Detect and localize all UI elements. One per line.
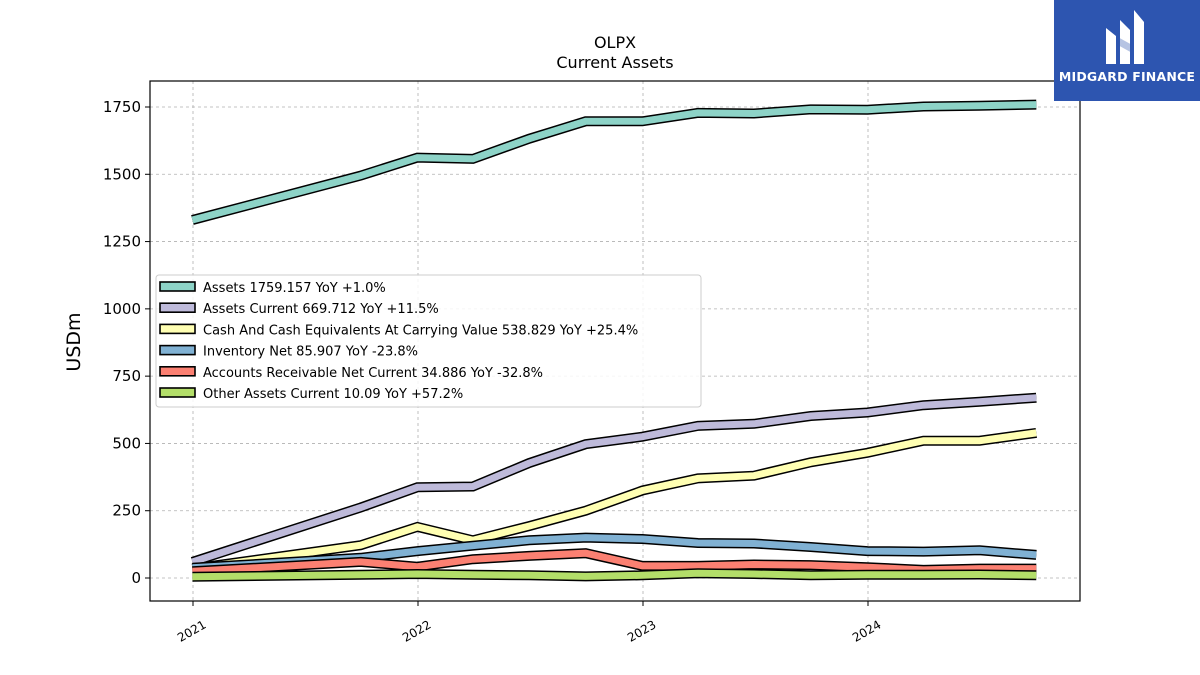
legend-swatch bbox=[159, 281, 196, 292]
legend-label: Inventory Net 85.907 YoY -23.8% bbox=[203, 345, 418, 360]
series-line bbox=[192, 549, 1037, 575]
legend-label: Assets 1759.157 YoY +1.0% bbox=[203, 281, 386, 296]
series-line bbox=[192, 534, 1037, 572]
brand-logo: MIDGARD FINANCE bbox=[1054, 0, 1200, 101]
legend-label: Cash And Cash Equivalents At Carrying Va… bbox=[203, 323, 638, 338]
y-tick-label: 1000 bbox=[103, 300, 141, 318]
legend-label: Accounts Receivable Net Current 34.886 Y… bbox=[203, 366, 543, 381]
legend-item: Inventory Net 85.907 YoY -23.8% bbox=[159, 344, 418, 360]
y-tick-label: 1500 bbox=[103, 165, 141, 183]
y-tick-label: 750 bbox=[112, 367, 141, 385]
chart-title: OLPX bbox=[594, 33, 636, 52]
midgard-m-logo-icon bbox=[1106, 10, 1144, 64]
series-line bbox=[191, 394, 1037, 566]
legend-swatch bbox=[159, 302, 196, 314]
legend-item: Assets 1759.157 YoY +1.0% bbox=[159, 281, 386, 296]
plot-frame bbox=[149, 80, 1081, 602]
x-tick-label: 2024 bbox=[850, 617, 883, 644]
legend-swatch bbox=[159, 365, 196, 377]
series-accounts-receivable-net-current bbox=[192, 548, 1037, 577]
chart-subtitle: Current Assets bbox=[556, 53, 673, 72]
x-axis: 2021 2022 2023 2024 bbox=[175, 601, 884, 645]
series-cash-and-cash-equivalents-at-carrying-value bbox=[191, 427, 1037, 574]
legend: Assets 1759.157 YoY +1.0% Assets Current … bbox=[155, 274, 702, 408]
legend-box bbox=[155, 274, 702, 408]
legend-label: Assets Current 669.712 YoY +11.5% bbox=[203, 302, 439, 317]
x-tick-label: 2021 bbox=[175, 617, 208, 644]
legend-item: Other Assets Current 10.09 YoY +57.2% bbox=[159, 387, 463, 402]
x-tick-label: 2022 bbox=[400, 617, 433, 644]
series-line bbox=[191, 429, 1037, 573]
series-assets bbox=[191, 99, 1037, 225]
y-axis: 0 250 500 750 1000 1250 1500 1750 bbox=[103, 98, 150, 587]
legend-item: Assets Current 669.712 YoY +11.5% bbox=[159, 302, 439, 317]
y-tick-label: 0 bbox=[131, 569, 141, 587]
legend-item: Cash And Cash Equivalents At Carrying Va… bbox=[159, 323, 638, 338]
series-line bbox=[191, 101, 1037, 224]
brand-name: MIDGARD FINANCE bbox=[1058, 69, 1196, 84]
x-tick-label: 2023 bbox=[625, 617, 658, 644]
series-inventory-net bbox=[192, 532, 1037, 573]
legend-label: Other Assets Current 10.09 YoY +57.2% bbox=[203, 387, 463, 402]
y-tick-label: 500 bbox=[112, 434, 141, 452]
legend-swatch bbox=[159, 387, 196, 398]
y-axis-label: USDm bbox=[63, 312, 85, 371]
legend-swatch bbox=[159, 344, 196, 356]
series-other-assets-current bbox=[192, 568, 1037, 582]
y-tick-label: 1750 bbox=[103, 98, 141, 116]
y-tick-label: 250 bbox=[112, 502, 141, 520]
series-assets-current bbox=[190, 392, 1037, 567]
legend-item: Accounts Receivable Net Current 34.886 Y… bbox=[159, 365, 543, 381]
series-lines bbox=[190, 99, 1037, 582]
y-tick-label: 1250 bbox=[103, 233, 141, 251]
legend-swatch bbox=[159, 323, 196, 335]
series-line bbox=[192, 569, 1037, 581]
